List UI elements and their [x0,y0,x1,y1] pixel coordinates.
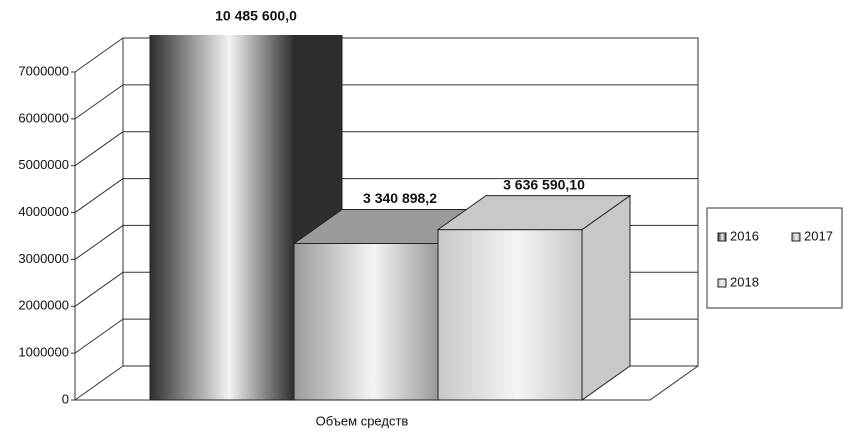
bar-top [436,195,632,231]
legend-label: 2016 [730,228,759,243]
value-label: 10 485 600,0 [215,8,297,24]
grid-line [74,178,124,213]
grid-line [74,271,124,307]
y-tick-label: 5000000 [18,157,69,172]
grid-line [74,37,124,73]
legend-swatch [717,232,727,242]
value-label: 3 636 590,10 [503,176,585,192]
y-tick-label: 4000000 [18,204,69,219]
y-tick-label: 0 [62,391,69,406]
bar [149,35,295,401]
grid-line [74,318,124,354]
grid-line [74,84,124,120]
bar-side [581,194,631,401]
y-tick-label: 6000000 [18,110,69,125]
y-tick-label: 2000000 [18,298,69,313]
legend-swatch [717,278,727,288]
bar [437,229,583,401]
legend-label: 2017 [804,228,833,243]
y-tick-label: 3000000 [18,251,69,266]
legend-label: 2018 [730,274,759,289]
grid-line [74,365,124,401]
grid-line [74,131,124,167]
y-tick-label: 1000000 [18,345,69,360]
legend-box [706,207,843,309]
x-tick-label: Объем средств [316,413,409,428]
value-label: 3 340 898,2 [363,190,437,206]
grid-line [74,225,124,260]
y-tick-label: 7000000 [18,63,69,78]
bars [149,35,632,401]
bar [293,242,439,401]
legend-swatch [791,232,801,242]
